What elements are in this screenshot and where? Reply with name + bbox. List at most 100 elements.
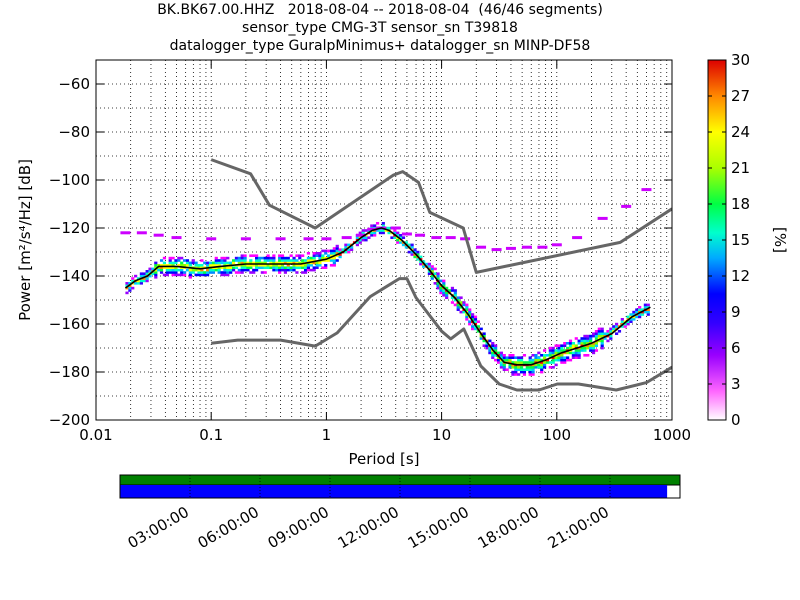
psd-cell [574, 349, 578, 352]
psd-cell [223, 268, 227, 272]
psd-cell [511, 363, 515, 367]
psd-cell [635, 310, 639, 314]
percentile-mark [153, 233, 164, 237]
psd-cell [180, 264, 184, 267]
psd-cell [566, 342, 570, 345]
psd-cell [338, 248, 342, 251]
psd-cell [162, 273, 167, 277]
psd-cell [491, 351, 495, 355]
psd-cell [249, 271, 253, 274]
psd-cell [361, 231, 365, 235]
psd-cell [473, 327, 478, 331]
psd-cell [643, 306, 647, 309]
psd-cell [528, 373, 532, 376]
psd-cell [157, 266, 161, 269]
psd-cell [312, 254, 316, 257]
psd-cell [447, 289, 452, 292]
psd-cell [491, 354, 495, 357]
psd-cell [240, 266, 244, 269]
psd-cell [318, 254, 322, 257]
psd-cell [594, 337, 599, 340]
psd-cell [260, 261, 264, 265]
psd-cell [465, 315, 469, 319]
psd-cell [171, 264, 175, 267]
psd-cell [324, 266, 328, 269]
psd-cell [327, 254, 331, 257]
psd-cell [594, 330, 599, 333]
psd-cell [540, 358, 544, 362]
psd-cell [407, 243, 411, 247]
psd-cell [396, 234, 400, 237]
psd-cell [283, 259, 287, 262]
psd-cell [266, 254, 270, 257]
psd-cell [168, 264, 172, 267]
psd-cell [214, 256, 218, 260]
y-tick-label: −100 [49, 171, 90, 189]
psd-cell [315, 254, 319, 257]
low-noise-model-line [211, 277, 672, 392]
psd-cell [315, 261, 319, 265]
psd-cell [640, 308, 645, 311]
psd-cell [537, 366, 541, 369]
psd-cell [508, 363, 512, 367]
psd-cell [528, 356, 532, 359]
psd-cell [217, 261, 221, 265]
psd-cell [528, 361, 532, 364]
psd-cell [586, 346, 590, 350]
psd-cell [473, 320, 478, 323]
psd-cell [142, 277, 146, 280]
percentile-mark [621, 204, 632, 208]
psd-cell [468, 310, 472, 314]
psd-cell [505, 356, 509, 359]
psd-cell [491, 342, 495, 345]
psd-cell [554, 349, 558, 352]
psd-cell [534, 354, 538, 357]
chart-title-line1: BK.BK67.00.HHZ 2018-08-04 -- 2018-08-04 … [157, 2, 603, 18]
psd-cell [554, 356, 558, 359]
psd-cell [373, 231, 377, 235]
psd-cell [430, 265, 434, 268]
psd-cell [347, 250, 351, 254]
psd-cell [286, 259, 290, 262]
psd-cell [517, 373, 521, 376]
psd-cell [511, 370, 515, 374]
psd-cell [459, 310, 463, 314]
psd-cell [638, 306, 642, 309]
psd-cell [566, 358, 570, 362]
psd-cell [373, 224, 377, 227]
psd-cell [217, 268, 221, 272]
psd-cell [499, 351, 503, 355]
psd-cell [243, 261, 247, 265]
psd-cell [519, 370, 524, 374]
psd-cell [312, 252, 316, 255]
psd-cell [154, 271, 158, 274]
psd-cell [496, 351, 501, 355]
psd-cell [531, 354, 535, 357]
psd-cell [286, 261, 290, 265]
psd-cell [200, 273, 204, 277]
psd-cell [188, 276, 192, 279]
psd-cell [456, 303, 460, 307]
psd-cell [439, 286, 443, 290]
psd-cell [508, 358, 512, 362]
psd-cell [324, 249, 328, 253]
psd-cell [519, 356, 524, 359]
psd-cell [548, 361, 552, 364]
psd-cell [629, 318, 633, 321]
percentile-mark [537, 245, 548, 249]
percentile-mark [341, 236, 352, 240]
psd-cell [568, 342, 573, 345]
psd-cell [306, 264, 311, 267]
y-tick-label: −180 [49, 363, 90, 381]
psd-cell [272, 266, 276, 269]
percentile-mark [572, 236, 583, 240]
psd-cell [557, 358, 561, 362]
psd-cell [586, 339, 590, 343]
psd-cell [419, 255, 423, 259]
psd-cell [543, 349, 547, 352]
psd-cell [462, 301, 466, 304]
psd-cell [577, 351, 581, 355]
psd-cell [220, 266, 224, 269]
psd-cell [312, 266, 316, 269]
axis-ticks: 0.01 0.1 1 10 100 1000 −60 −80 −100 −120 −140 −160 −… [49, 60, 691, 444]
